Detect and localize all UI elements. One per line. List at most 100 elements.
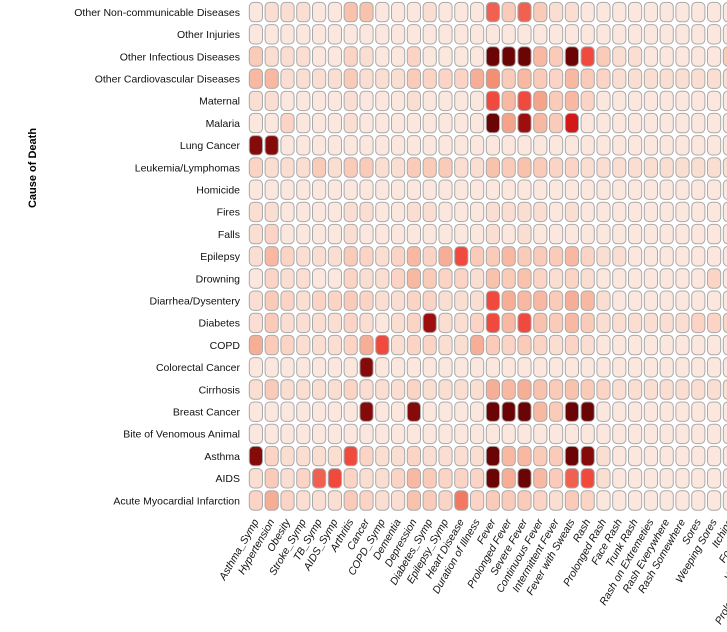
heatmap-cell [359,179,374,200]
heatmap-cell [659,157,674,178]
heatmap-cell [628,445,643,467]
heatmap-cell [707,268,722,289]
heatmap-cell [691,135,706,156]
heatmap-cell [470,46,485,67]
heatmap-cell [533,423,548,445]
heatmap-cell [722,135,727,156]
heatmap-cell [280,290,295,311]
heatmap-cell [470,423,485,445]
heatmap-cell [675,24,690,45]
heatmap-cell [612,246,627,267]
heatmap-cell [643,468,658,489]
heatmap-cell [406,135,421,156]
heatmap-cell [485,179,500,200]
heatmap-cell [312,46,327,67]
heatmap-cell [327,246,342,267]
row-label: Bite of Venomous Animal [123,429,240,441]
heatmap-cell [422,90,437,112]
heatmap-cell [564,157,579,178]
heatmap-cell [327,312,342,334]
heatmap-cell [596,290,611,311]
heatmap-cell [564,223,579,245]
heatmap-cell [296,490,311,511]
heatmap-cell [659,179,674,200]
heatmap-cell [580,246,595,267]
heatmap-cell [422,46,437,67]
heatmap-cell [359,490,374,511]
heatmap-cell [691,201,706,223]
heatmap-cell [264,179,279,200]
heatmap-cell [391,268,406,289]
heatmap-cell [628,157,643,178]
heatmap-cell [501,468,516,489]
heatmap-cell [343,401,358,422]
heatmap-cell [549,423,564,445]
heatmap-cell [485,312,500,334]
heatmap-cell [264,24,279,45]
heatmap-cell [691,423,706,445]
heatmap-cell [517,90,532,112]
heatmap-cell [659,468,674,489]
heatmap-cell [406,90,421,112]
heatmap-cell [454,201,469,223]
heatmap-cell [406,201,421,223]
heatmap-cell [454,223,469,245]
heatmap-cell [454,179,469,200]
heatmap-cell [406,357,421,378]
heatmap-cell [533,46,548,67]
heatmap-cell [612,179,627,200]
heatmap-cell [596,468,611,489]
heatmap-cell [422,401,437,422]
heatmap-cell [517,1,532,23]
heatmap-cell [375,157,390,178]
heatmap-cell [391,1,406,23]
heatmap-cell [264,423,279,445]
heatmap-cell [375,201,390,223]
heatmap-cell [470,112,485,134]
heatmap-cell [675,112,690,134]
heatmap-cell [612,68,627,89]
heatmap-cell [470,334,485,356]
heatmap-cell [675,90,690,112]
heatmap-cell [296,290,311,311]
heatmap-cell [722,24,727,45]
heatmap-cell [549,68,564,89]
heatmap-cell [643,112,658,134]
heatmap-cell [580,357,595,378]
heatmap-cell [564,445,579,467]
heatmap-cell [580,268,595,289]
heatmap-cell [628,135,643,156]
heatmap-cell [643,135,658,156]
row-label: Diabetes [199,318,240,330]
heatmap-cell [485,1,500,23]
heatmap-cell [722,290,727,311]
heatmap-cell [580,423,595,445]
heatmap-cell [375,423,390,445]
heatmap-cell [248,401,264,422]
heatmap-cell [485,357,500,378]
heatmap-cell [264,312,279,334]
heatmap-cell [549,379,564,400]
row-label: Fires [217,207,240,219]
heatmap-cell [406,290,421,311]
heatmap-cell [580,201,595,223]
y-axis-label: Cause of Death [27,128,39,208]
heatmap-cell [454,290,469,311]
heatmap-cell [422,223,437,245]
heatmap-cell [596,223,611,245]
heatmap-cell [470,24,485,45]
heatmap-cell [264,468,279,489]
heatmap-cell [296,46,311,67]
heatmap-cell [296,445,311,467]
heatmap-cell [628,312,643,334]
heatmap-cell [675,201,690,223]
heatmap-cell [438,201,453,223]
heatmap-cell [406,379,421,400]
heatmap-cell [580,468,595,489]
heatmap-cell [422,423,437,445]
heatmap-cell [517,490,532,511]
heatmap-cell [580,445,595,467]
heatmap-cell [280,312,295,334]
heatmap-cell [722,201,727,223]
